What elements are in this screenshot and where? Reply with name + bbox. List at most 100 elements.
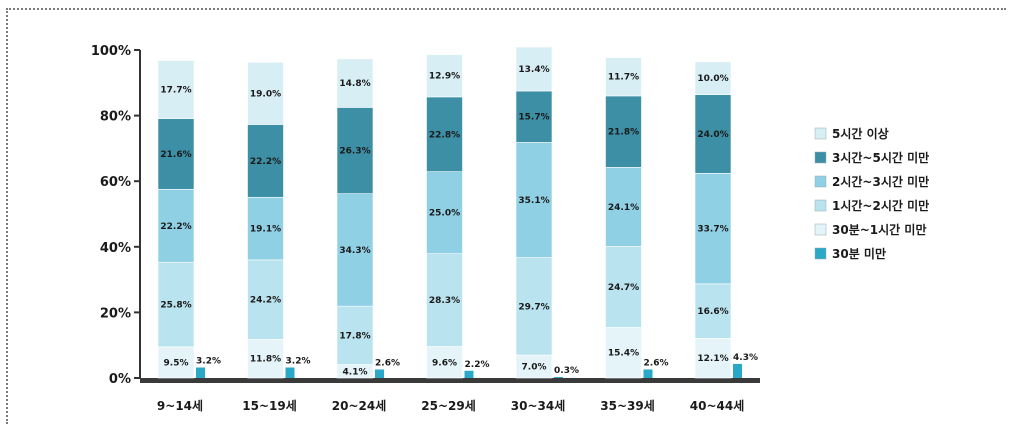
data-label: 2.2% — [465, 360, 490, 370]
data-label: 2.6% — [644, 358, 669, 368]
legend-swatch — [814, 199, 827, 212]
legend-swatch — [814, 151, 827, 164]
legend-swatch — [814, 127, 827, 140]
bar-segment — [554, 377, 563, 378]
bar-segment — [694, 61, 732, 95]
x-tick-label: 9~14세 — [157, 398, 203, 413]
bar-segment — [426, 96, 463, 172]
bar-segment — [694, 338, 732, 379]
y-tick-label: 0% — [109, 372, 131, 387]
x-tick-label: 20~24세 — [332, 398, 387, 413]
data-label: 2.6% — [375, 358, 400, 368]
data-label: 24.2% — [250, 296, 281, 306]
legend-item: 30분 미만 — [814, 246, 886, 261]
bar-group: 9.6% 28.3% 25.0% 22.8% 12.9% 2.2% 25~29세 — [421, 54, 490, 413]
data-label: 3.2% — [286, 357, 311, 367]
bar-group: 11.8% 24.2% 19.1% 22.2% 19.0% 3.2% 15~19세 — [242, 61, 311, 413]
data-label: 16.6% — [697, 307, 728, 317]
legend: 5시간 이상 3시간~5시간 미만 2시간~3시간 미만 1시간~2시간 미만 30분~… — [814, 126, 929, 261]
bar-segment — [515, 142, 553, 258]
data-label: 22.2% — [160, 222, 191, 232]
x-tick-label: 25~29세 — [421, 398, 476, 413]
legend-label: 2시간~3시간 미만 — [832, 174, 929, 189]
bar-group: 9.5% 25.8% 22.2% 21.6% 17.7% 3.2% 9~14세 — [157, 60, 221, 413]
bar-segment — [336, 193, 374, 307]
bar-segment — [643, 369, 653, 378]
bar-segment — [515, 90, 553, 143]
bar-group: 7.0% 29.7% 35.1% 15.7% 13.4% 0.3% 30~34세 — [511, 46, 579, 413]
data-label: 25.0% — [429, 209, 460, 219]
chart-frame — [6, 8, 1006, 424]
bar-segment — [285, 367, 295, 378]
data-label: 4.1% — [343, 367, 368, 377]
data-label: 24.0% — [697, 130, 728, 140]
data-label: 29.7% — [518, 302, 549, 312]
bar-segment — [426, 253, 463, 347]
legend-swatch — [814, 247, 827, 260]
bars-layer: 9.5% 25.8% 22.2% 21.6% 17.7% 3.2% 9~14세 11.8% 24… — [157, 46, 758, 413]
y-tick-label: 60% — [100, 175, 131, 190]
data-label: 17.8% — [339, 331, 370, 341]
data-label: 25.8% — [160, 301, 191, 311]
bar-segment — [694, 173, 732, 285]
data-label: 26.3% — [339, 147, 370, 157]
bar-segment — [247, 61, 284, 125]
data-label: 12.9% — [429, 72, 460, 82]
x-axis-line — [140, 378, 760, 383]
legend-label: 30분~1시간 미만 — [832, 222, 926, 237]
data-label: 33.7% — [697, 225, 728, 235]
data-label: 24.1% — [608, 203, 639, 213]
legend-swatch — [814, 223, 827, 236]
y-tick-label: 20% — [100, 306, 131, 321]
x-tick-label: 40~44세 — [690, 398, 745, 413]
data-label: 7.0% — [522, 363, 547, 373]
y-tick-label: 80% — [100, 110, 131, 125]
axis-layer: 0% 20% 40% 60% 80% 100% — [91, 44, 760, 387]
bar-segment — [426, 346, 463, 379]
legend-item: 5시간 이상 — [814, 126, 889, 141]
y-tick-label: 40% — [100, 241, 131, 256]
bar-group: 12.1% 16.6% 33.7% 24.0% 10.0% 4.3% 40~44세 — [690, 61, 758, 413]
data-label: 22.2% — [250, 157, 281, 167]
bar-segment — [247, 338, 284, 379]
data-label: 12.1% — [697, 354, 728, 364]
data-label: 35.1% — [518, 196, 549, 206]
legend-label: 5시간 이상 — [832, 126, 889, 141]
data-label: 11.8% — [250, 355, 281, 365]
bar-segment — [733, 363, 742, 378]
data-label: 19.0% — [250, 89, 281, 99]
legend-label: 3시간~5시간 미만 — [832, 150, 929, 165]
bar-segment — [694, 94, 732, 174]
data-label: 17.7% — [160, 86, 191, 96]
bar-segment — [694, 283, 732, 339]
data-label: 15.4% — [608, 349, 639, 359]
data-label: 9.6% — [432, 358, 457, 368]
data-label: 21.8% — [608, 128, 639, 138]
data-label: 21.6% — [160, 150, 191, 160]
bar-segment — [247, 259, 284, 340]
data-label: 10.0% — [697, 74, 728, 84]
bar-segment — [605, 327, 642, 379]
bar-segment — [464, 370, 474, 378]
bar-segment — [515, 46, 553, 92]
data-label: 4.3% — [733, 353, 758, 363]
bar-group: 4.1% 17.8% 34.3% 26.3% 14.8% 2.6% 20~24세 — [332, 58, 400, 413]
bar-segment — [605, 246, 642, 328]
legend-item: 3시간~5시간 미만 — [814, 150, 929, 165]
x-tick-label: 35~39세 — [600, 398, 655, 413]
data-label: 9.5% — [164, 358, 189, 368]
data-label: 28.3% — [429, 296, 460, 306]
bar-segment — [157, 118, 195, 190]
bar-segment — [196, 367, 205, 378]
bar-segment — [426, 54, 463, 98]
legend-swatch — [814, 175, 827, 188]
bar-segment — [157, 60, 195, 119]
data-label: 0.3% — [554, 366, 579, 376]
bar-segment — [247, 196, 284, 261]
data-label: 22.8% — [429, 130, 460, 140]
bar-segment — [247, 124, 284, 198]
data-label: 15.7% — [518, 113, 549, 123]
data-label: 19.1% — [250, 225, 281, 235]
bar-segment — [375, 369, 384, 378]
